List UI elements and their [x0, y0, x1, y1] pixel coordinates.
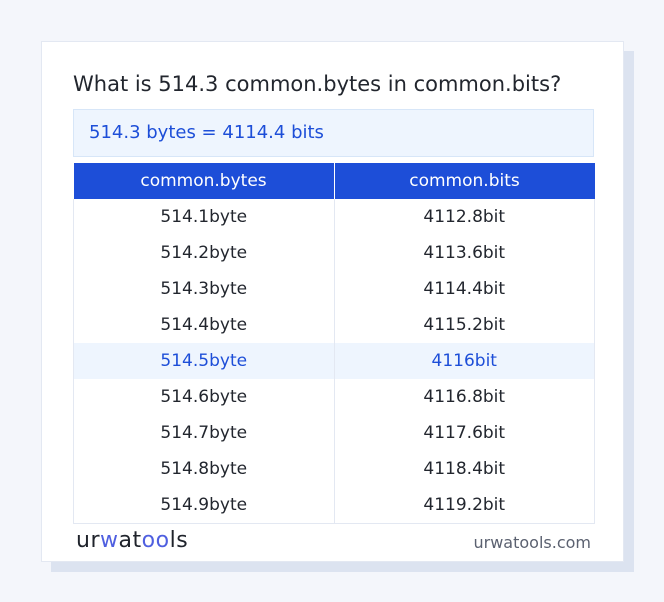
table-row: 514.5byte 4116bit — [73, 343, 595, 379]
bytes-cell: 514.4byte — [73, 307, 335, 343]
table-row: 514.6byte 4116.8bit — [73, 379, 595, 415]
conversion-table: common.bytes common.bits 514.1byte 4112.8… — [73, 163, 595, 524]
conversion-result: 514.3 bytes = 4114.4 bits — [73, 109, 594, 157]
column-header-bytes: common.bytes — [73, 163, 334, 199]
page-title: What is 514.3 common.bytes in common.bit… — [73, 72, 562, 96]
urwatools-logo[interactable]: urwatools — [76, 528, 189, 553]
bits-cell: 4116.8bit — [333, 379, 595, 415]
bytes-cell: 514.9byte — [73, 487, 335, 524]
table-row: 514.8byte 4118.4bit — [73, 451, 595, 487]
table-row: 514.7byte 4117.6bit — [73, 415, 595, 451]
bytes-cell: 514.3byte — [73, 271, 335, 307]
site-link[interactable]: urwatools.com — [473, 533, 592, 552]
column-header-bits: common.bits — [333, 163, 595, 199]
bytes-cell: 514.2byte — [73, 235, 335, 271]
bits-cell: 4116bit — [333, 343, 595, 379]
table-row: 514.3byte 4114.4bit — [73, 271, 595, 307]
conversion-card: What is 514.3 common.bytes in common.bit… — [41, 41, 624, 562]
bytes-cell: 514.6byte — [73, 379, 335, 415]
bits-cell: 4113.6bit — [333, 235, 595, 271]
bytes-cell: 514.7byte — [73, 415, 335, 451]
bits-cell: 4115.2bit — [333, 307, 595, 343]
table-row: 514.1byte 4112.8bit — [73, 199, 595, 235]
table-row: 514.9byte 4119.2bit — [73, 487, 595, 524]
table-row: 514.4byte 4115.2bit — [73, 307, 595, 343]
bits-cell: 4119.2bit — [333, 487, 595, 524]
bits-cell: 4114.4bit — [333, 271, 595, 307]
bytes-cell: 514.1byte — [73, 199, 335, 235]
bits-cell: 4117.6bit — [333, 415, 595, 451]
bytes-cell: 514.5byte — [73, 343, 335, 379]
bits-cell: 4118.4bit — [333, 451, 595, 487]
bytes-cell: 514.8byte — [73, 451, 335, 487]
bits-cell: 4112.8bit — [333, 199, 595, 235]
table-row: 514.2byte 4113.6bit — [73, 235, 595, 271]
